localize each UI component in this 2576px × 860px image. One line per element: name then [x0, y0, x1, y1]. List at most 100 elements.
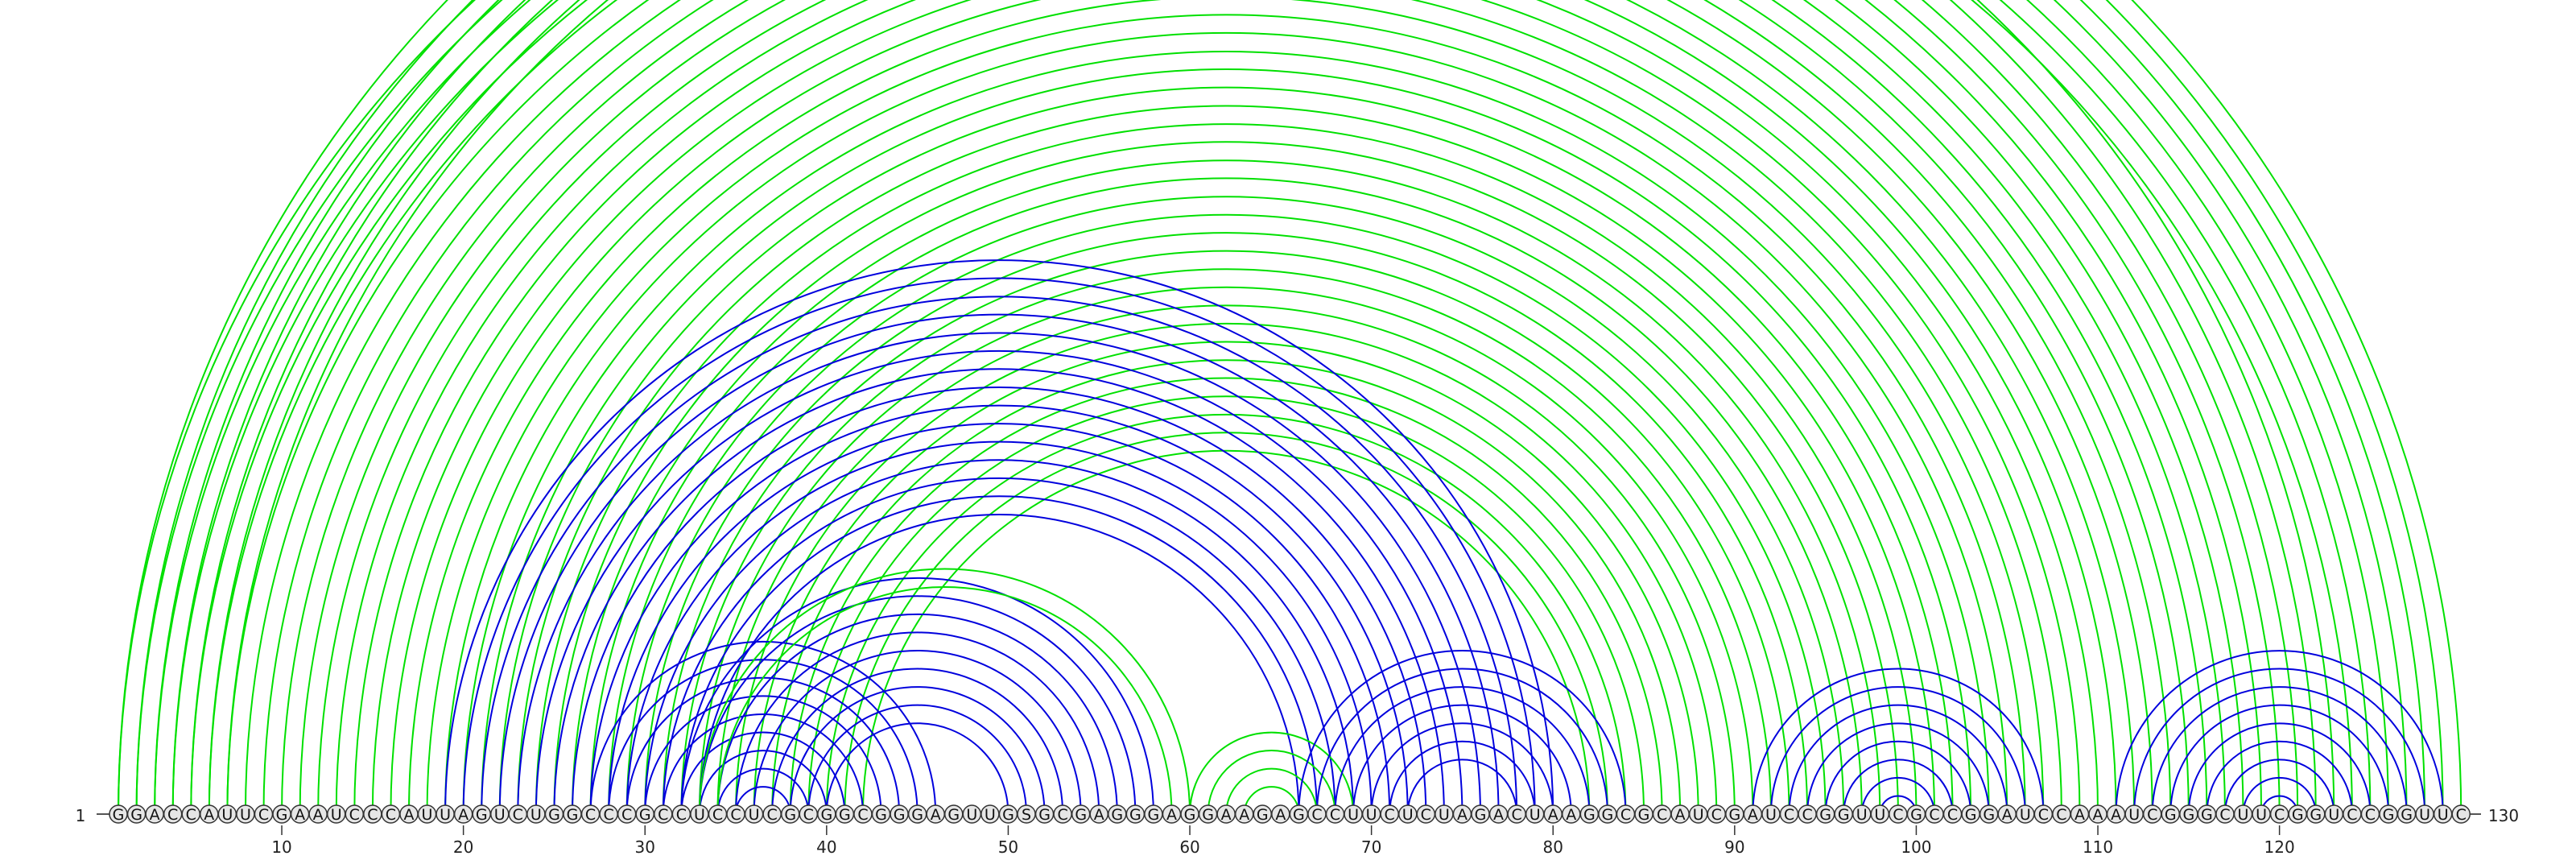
arc-blue-big-24-75 — [535, 349, 1463, 815]
nucleotide-letter: A — [150, 806, 160, 824]
nucleotide-124: C — [2343, 804, 2362, 824]
arc-blue-left-helix-33-40 — [698, 750, 828, 815]
nucleotide-letter: C — [730, 806, 741, 824]
nucleotide-letter: U — [694, 806, 705, 824]
nucleotide-9: C — [254, 804, 274, 824]
nucleotide-99: C — [1889, 804, 1908, 824]
nucleotide-101: C — [1925, 804, 1944, 824]
arc-green-outer-39-85 — [807, 395, 1645, 815]
nucleotide-letter: C — [676, 806, 687, 824]
nucleotide-letter: C — [2038, 806, 2049, 824]
arc-blue-hairpin-1-95-103 — [1824, 740, 1972, 815]
nucleotide-73: C — [1416, 804, 1436, 824]
nucleotide-103: G — [1961, 804, 1980, 824]
nucleotide-37: C — [762, 804, 782, 824]
nucleotide-letter: A — [2111, 806, 2121, 824]
nucleotide-35: C — [726, 804, 745, 824]
nucleotide-39: C — [799, 804, 819, 824]
arc-blue-big-21-78 — [481, 296, 1518, 815]
nucleotide-letter: U — [2438, 806, 2449, 824]
arc-blue-left-helix-30-43 — [644, 695, 882, 815]
nucleotide-letter: G — [548, 806, 560, 824]
nucleotide-49: U — [980, 804, 1000, 824]
nucleotide-1: G — [109, 804, 128, 824]
arc-blue-mid-helix-34-56 — [716, 613, 1118, 815]
tick-label-10: 10 — [271, 837, 291, 857]
arc-green-outer-13-111 — [335, 0, 2117, 815]
nucleotide-3: A — [145, 804, 164, 824]
nucleotide-130: C — [2451, 804, 2471, 824]
nucleotide-119: U — [2252, 804, 2271, 824]
arc-green-outer-40-84 — [825, 413, 1627, 815]
nucleotide-letter: G — [1111, 806, 1123, 824]
arc-blue-hairpin-2-115-125 — [2187, 722, 2372, 815]
nucleotide-letter: C — [349, 806, 360, 824]
nucleotide-letter: C — [2056, 806, 2066, 824]
nucleotide-letter: U — [1348, 806, 1359, 824]
arc-blue-big-33-66 — [698, 513, 1300, 815]
tick-label-30: 30 — [635, 837, 655, 857]
nucleotide-letter: U — [221, 806, 233, 824]
arc-green-outer-7-117 — [226, 0, 2226, 815]
nucleotide-letter: U — [2020, 806, 2031, 824]
arc-blue-mid-helix-40-50 — [825, 722, 1009, 815]
nucleotide-2: G — [126, 804, 147, 824]
nucleotide-18: U — [417, 804, 437, 824]
nucleotide-letter: U — [240, 806, 251, 824]
nucleotide-34: C — [708, 804, 728, 824]
arc-blue-mid-helix-33-57 — [698, 595, 1137, 815]
nucleotide-letter: U — [331, 806, 342, 824]
nucleotide-letter: A — [1275, 806, 1286, 824]
nucleotide-letter: C — [1893, 806, 1903, 824]
nucleotide-108: C — [2052, 804, 2071, 824]
nucleotide-28: C — [599, 804, 618, 824]
nucleotide-letter: U — [2128, 806, 2140, 824]
arc-green-outer-30-94 — [644, 232, 1809, 815]
arc-green-thin-outer-1-130 — [118, 0, 2462, 815]
nucleotide-80: A — [1543, 804, 1563, 824]
nucleotide-114: G — [2161, 804, 2181, 824]
arc-green-outer-26-98 — [572, 159, 1881, 815]
nucleotide-letter: C — [1947, 806, 1958, 824]
nucleotide-letter: G — [1148, 806, 1160, 824]
nucleotide-63: A — [1234, 804, 1254, 824]
arc-blue-right-helix-72-78 — [1406, 759, 1518, 815]
nucleotide-letter: G — [894, 806, 906, 824]
arc-green-thin-outer-4-127 — [171, 0, 2408, 815]
nucleotide-letter: G — [1002, 806, 1014, 824]
arc-green-outer-29-95 — [625, 213, 1827, 815]
arc-green-thin-outer-3-128 — [154, 0, 2426, 815]
arc-blue-mid-helix-35-55 — [735, 631, 1100, 815]
arc-blue-right-helix-70-80 — [1370, 722, 1554, 815]
nucleotide-letter: G — [947, 806, 960, 824]
nucleotide-letter: U — [2238, 806, 2249, 824]
tick-label-50: 50 — [998, 837, 1018, 857]
nucleotide-6: A — [200, 804, 219, 824]
tick-label-60: 60 — [1179, 837, 1199, 857]
nucleotide-74: U — [1435, 804, 1454, 824]
nucleotide-75: A — [1452, 804, 1472, 824]
arc-green-outer-25-99 — [553, 141, 1899, 815]
nucleotide-30: G — [635, 804, 654, 824]
nucleotide-letter: C — [2274, 806, 2285, 824]
nucleotide-40: G — [817, 804, 836, 824]
nucleotide-letter: A — [1493, 806, 1504, 824]
nucleotide-letter: U — [2256, 806, 2267, 824]
arc-green-outer-36-88 — [753, 341, 1699, 815]
arc-green-small-61-68 — [1207, 750, 1336, 815]
nucleotide-12: A — [308, 804, 328, 824]
arc-green-thin-outer-5-126 — [190, 0, 2389, 815]
nucleotide-68: C — [1325, 804, 1345, 824]
arc-blue-left-helix-31-42 — [662, 713, 864, 815]
arc-green-outer-9-115 — [262, 0, 2190, 815]
nucleotide-72: U — [1398, 804, 1418, 824]
nucleotide-letter: G — [1910, 806, 1922, 824]
arc-green-outer-14-110 — [353, 0, 2099, 815]
nucleotide-102: C — [1942, 804, 1963, 824]
nucleotide-letter: U — [2328, 806, 2339, 824]
nucleotide-111: A — [2106, 804, 2126, 824]
arc-green-outer-21-103 — [481, 68, 1972, 815]
arc-green-outer-23-101 — [517, 105, 1935, 815]
arc-blue-big-23-76 — [517, 332, 1481, 815]
nucleotide-25: G — [544, 804, 564, 824]
